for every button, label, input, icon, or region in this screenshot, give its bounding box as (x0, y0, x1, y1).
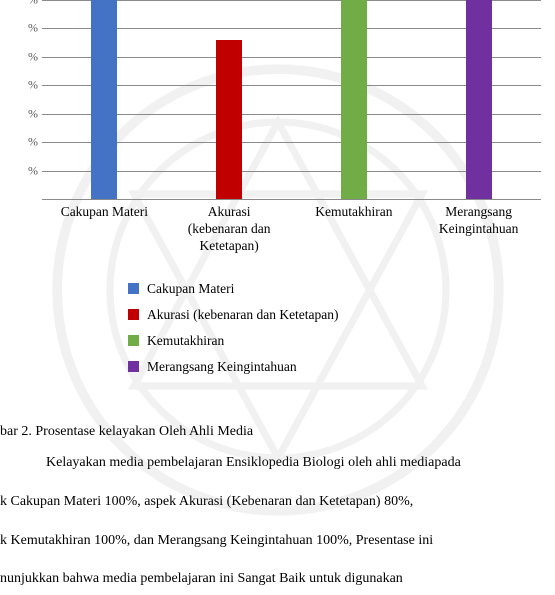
legend-swatch (128, 335, 139, 346)
x-category-label: Akurasi(kebenaran danKetetapan) (167, 200, 292, 255)
legend-label: Kemutakhiran (147, 333, 224, 349)
figure-caption: bar 2. Prosentase kelayakan Oleh Ahli Me… (0, 424, 549, 440)
y-tick-label: % (8, 21, 38, 36)
x-category-label: MerangsangKeingintahuan (416, 200, 541, 255)
legend-label: Merangsang Keingintahuan (147, 359, 297, 375)
legend-swatch (128, 283, 139, 294)
body-line-1: Kelayakan media pembelajaran Ensiklopedi… (0, 448, 549, 479)
legend-item: Akurasi (kebenaran dan Ketetapan) (128, 307, 547, 323)
x-axis-labels: Cakupan MateriAkurasi(kebenaran danKetet… (42, 200, 541, 255)
y-tick-label: % (8, 163, 38, 178)
legend-swatch (128, 309, 139, 320)
bar (466, 0, 492, 199)
chart-legend: Cakupan Materi Akurasi (kebenaran dan Ket… (128, 281, 547, 375)
x-category-label: Cakupan Materi (42, 200, 167, 255)
y-tick-label: % (8, 135, 38, 150)
plot-area: %%%%%%% (42, 0, 541, 200)
legend-item: Cakupan Materi (128, 281, 547, 297)
legend-swatch (128, 361, 139, 372)
y-tick-label: % (8, 78, 38, 93)
x-category-label: Kemutakhiran (292, 200, 417, 255)
body-line-3: k Kemutakhiran 100%, dan Merangsang Kein… (0, 526, 549, 557)
y-tick-label: % (8, 49, 38, 64)
legend-item: Merangsang Keingintahuan (128, 359, 547, 375)
legend-label: Cakupan Materi (147, 281, 234, 297)
body-line-2: k Cakupan Materi 100%, aspek Akurasi (Ke… (0, 487, 549, 518)
bar (216, 40, 242, 199)
legend-item: Kemutakhiran (128, 333, 547, 349)
body-line-4: nunjukkan bahwa media pembelajaran ini S… (0, 564, 549, 595)
bars-group (42, 0, 541, 199)
y-tick-label: % (8, 0, 38, 8)
bar (341, 0, 367, 199)
y-tick-label: % (8, 106, 38, 121)
chart-container: %%%%%%% Cakupan MateriAkurasi(kebenaran … (0, 0, 555, 410)
legend-label: Akurasi (kebenaran dan Ketetapan) (147, 307, 339, 323)
bar (91, 0, 117, 199)
